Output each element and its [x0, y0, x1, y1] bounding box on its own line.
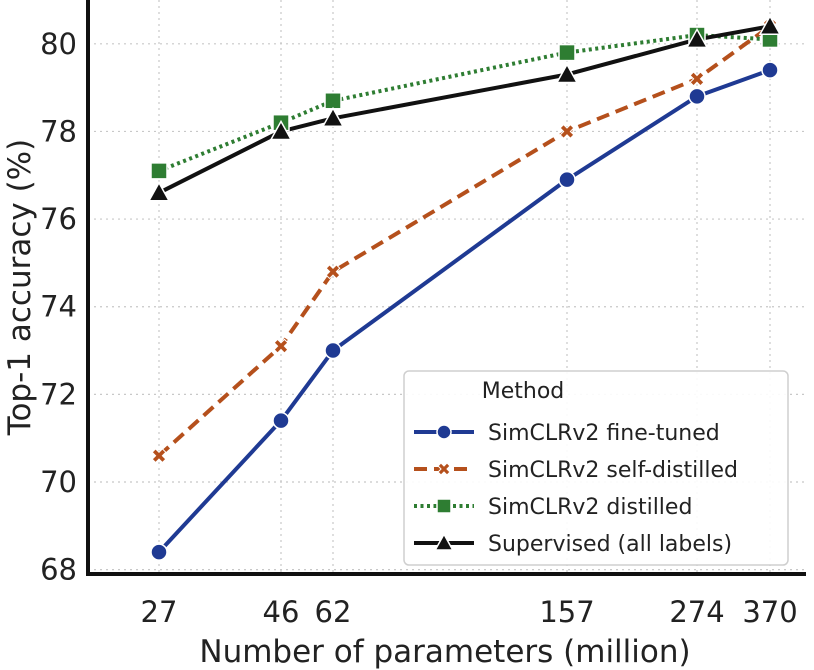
legend-box — [403, 370, 789, 566]
data-point-triangle — [685, 27, 709, 49]
x-tick-label: 370 — [742, 595, 797, 629]
legend-entry: Supervised (all labels) — [414, 532, 732, 557]
data-point-x — [559, 123, 575, 139]
legend-label: Supervised (all labels) — [488, 532, 732, 557]
y-tick-label: 68 — [40, 553, 77, 587]
x-tick-label: 62 — [315, 595, 352, 629]
series-lines — [157, 24, 772, 554]
legend-entry: SimCLRv2 self-distilled — [414, 458, 738, 483]
series-line — [158, 33, 771, 173]
series-markers — [147, 14, 782, 561]
data-point-circle — [761, 61, 779, 79]
axes — [86, 0, 806, 576]
legend-entry: SimCLRv2 distilled — [414, 495, 692, 520]
data-point-triangle — [758, 14, 782, 36]
legend-label: SimCLRv2 self-distilled — [488, 458, 738, 483]
data-point-square — [324, 92, 342, 110]
data-point-triangle — [321, 106, 345, 128]
y-tick-label: 80 — [40, 27, 77, 61]
data-point-circle — [436, 424, 452, 440]
y-tick-label: 70 — [40, 465, 77, 499]
data-point-square — [150, 162, 168, 180]
legend-label: SimCLRv2 fine-tuned — [488, 421, 720, 446]
data-point-triangle — [147, 181, 171, 202]
x-tick-label: 157 — [539, 595, 594, 629]
data-point-x — [325, 264, 341, 280]
data-point-circle — [688, 87, 706, 106]
data-point-x — [689, 71, 705, 87]
x-tick-label: 27 — [141, 595, 178, 629]
y-tick-label: 76 — [40, 202, 77, 236]
data-point-x — [151, 448, 167, 464]
series-line — [157, 68, 771, 554]
data-point-circle — [324, 341, 342, 360]
legend-title: Method — [482, 379, 565, 404]
data-point-circle — [558, 170, 576, 189]
y-tick-label: 74 — [40, 290, 77, 324]
legend-entries: SimCLRv2 fine-tuned SimCLRv2 self-distill… — [414, 421, 738, 557]
tick-labels: 68 70 72 74 76 78 80 27 46 62 157 274 370 — [40, 27, 798, 629]
data-point-triangle — [555, 62, 579, 84]
data-point-x — [273, 338, 289, 354]
data-point-triangle — [433, 532, 455, 551]
data-point-square — [558, 43, 576, 62]
data-point-x — [437, 462, 451, 476]
series-line — [158, 24, 771, 195]
data-point-square — [436, 498, 452, 514]
data-point-triangle — [269, 119, 293, 141]
legend: Method SimCLRv2 fine-tuned SimCLRv2 self-… — [403, 370, 789, 566]
legend-label: SimCLRv2 distilled — [488, 495, 692, 520]
y-axis-label: Top-1 accuracy (%) — [2, 139, 38, 436]
y-tick-label: 72 — [40, 377, 77, 411]
y-tick-label: 78 — [40, 114, 77, 148]
x-axis-label: Number of parameters (million) — [199, 634, 690, 670]
data-point-circle — [150, 543, 168, 561]
x-tick-label: 274 — [669, 595, 724, 629]
x-tick-label: 46 — [263, 595, 300, 629]
series-line — [157, 24, 772, 458]
legend-entry: SimCLRv2 fine-tuned — [414, 421, 720, 446]
data-point-circle — [272, 411, 290, 430]
